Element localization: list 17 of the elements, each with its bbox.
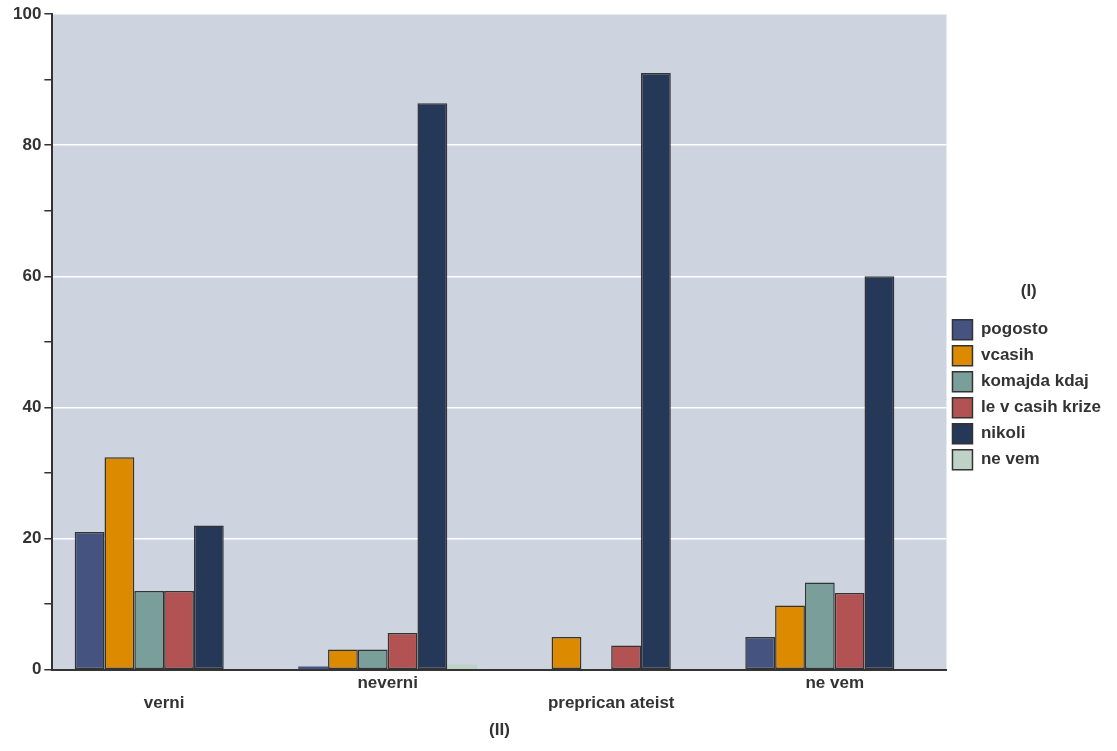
y-tick-label: 0 <box>31 659 42 679</box>
legend-label: komajda kdaj <box>980 371 1089 391</box>
legend-label: ne vem <box>980 449 1040 469</box>
x-axis-title: (II) <box>489 720 510 740</box>
x-tick-label: neverni <box>357 672 418 692</box>
legend-label: nikoli <box>980 423 1026 443</box>
x-tick-label: preprican ateist <box>547 693 675 713</box>
legend-title: (I) <box>1020 281 1037 301</box>
y-tick-label: 80 <box>22 134 42 154</box>
y-tick-label: 20 <box>22 528 42 548</box>
legend-label: pogosto <box>980 319 1049 339</box>
y-tick-label: 40 <box>22 397 42 417</box>
x-tick-label: verni <box>143 693 185 713</box>
legend-label: vcasih <box>980 345 1034 365</box>
y-tick-label: 100 <box>12 3 42 23</box>
legend-label: le v casih krize <box>980 397 1102 417</box>
y-tick-label: 60 <box>22 266 42 286</box>
